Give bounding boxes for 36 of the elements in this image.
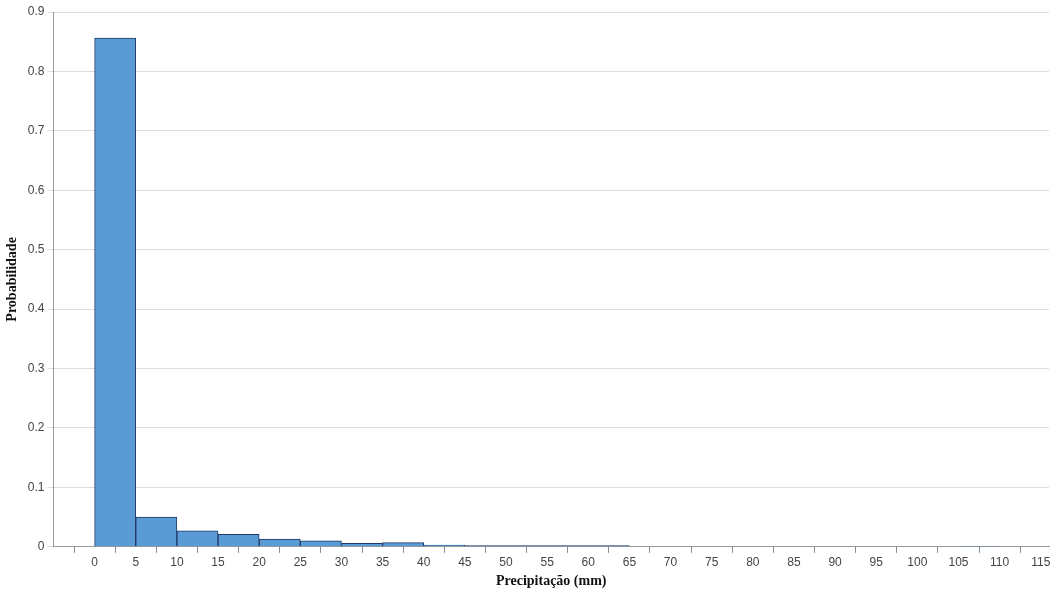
x-tick-label: 65: [622, 555, 637, 570]
y-tick-label: 0: [37, 539, 45, 554]
x-tick-label: 85: [787, 555, 801, 570]
x-tick-label: 30: [334, 555, 349, 570]
x-tick-label: 15: [211, 555, 226, 570]
y-axis-title: Probabilidade: [4, 237, 20, 322]
x-tick-label: 55: [540, 555, 555, 570]
x-tick-label: 35: [375, 555, 390, 570]
y-tick-label: 0.5: [27, 242, 45, 256]
x-tick-label: 20: [252, 555, 267, 570]
x-tick-label: 80: [746, 555, 760, 570]
y-tick-label: 0.7: [27, 123, 45, 138]
x-tick-label: 5: [132, 555, 140, 570]
x-tick-label: 40: [417, 555, 431, 570]
y-tick-label: 0.4: [27, 301, 45, 316]
x-tick-label: 60: [581, 555, 596, 570]
x-tick-label: 25: [293, 555, 308, 570]
y-tick-label: 0.9: [27, 4, 45, 19]
x-tick-label: 0: [91, 555, 99, 570]
x-tick-label: 110: [990, 555, 1010, 570]
y-tick-label: 0.6: [27, 182, 45, 197]
y-tick-label: 0.8: [27, 63, 45, 78]
x-axis-title: Precipitação (mm): [495, 573, 607, 590]
y-tick-label: 0.3: [27, 360, 45, 375]
y-tick-label: 0.1: [27, 479, 45, 494]
x-tick-label: 95: [869, 555, 884, 570]
x-tick-label: 70: [663, 555, 678, 570]
x-tick-label: 105: [948, 555, 969, 570]
x-tick-label: 115: [1031, 555, 1051, 570]
x-tick-label: 50: [499, 555, 513, 570]
x-tick-label: 90: [828, 555, 843, 570]
x-tick-label: 45: [458, 555, 472, 570]
x-tick-label: 75: [705, 555, 719, 570]
x-tick-label: 100: [907, 555, 928, 570]
y-tick-label: 0.2: [27, 420, 45, 435]
x-tick-label: 10: [170, 555, 184, 570]
